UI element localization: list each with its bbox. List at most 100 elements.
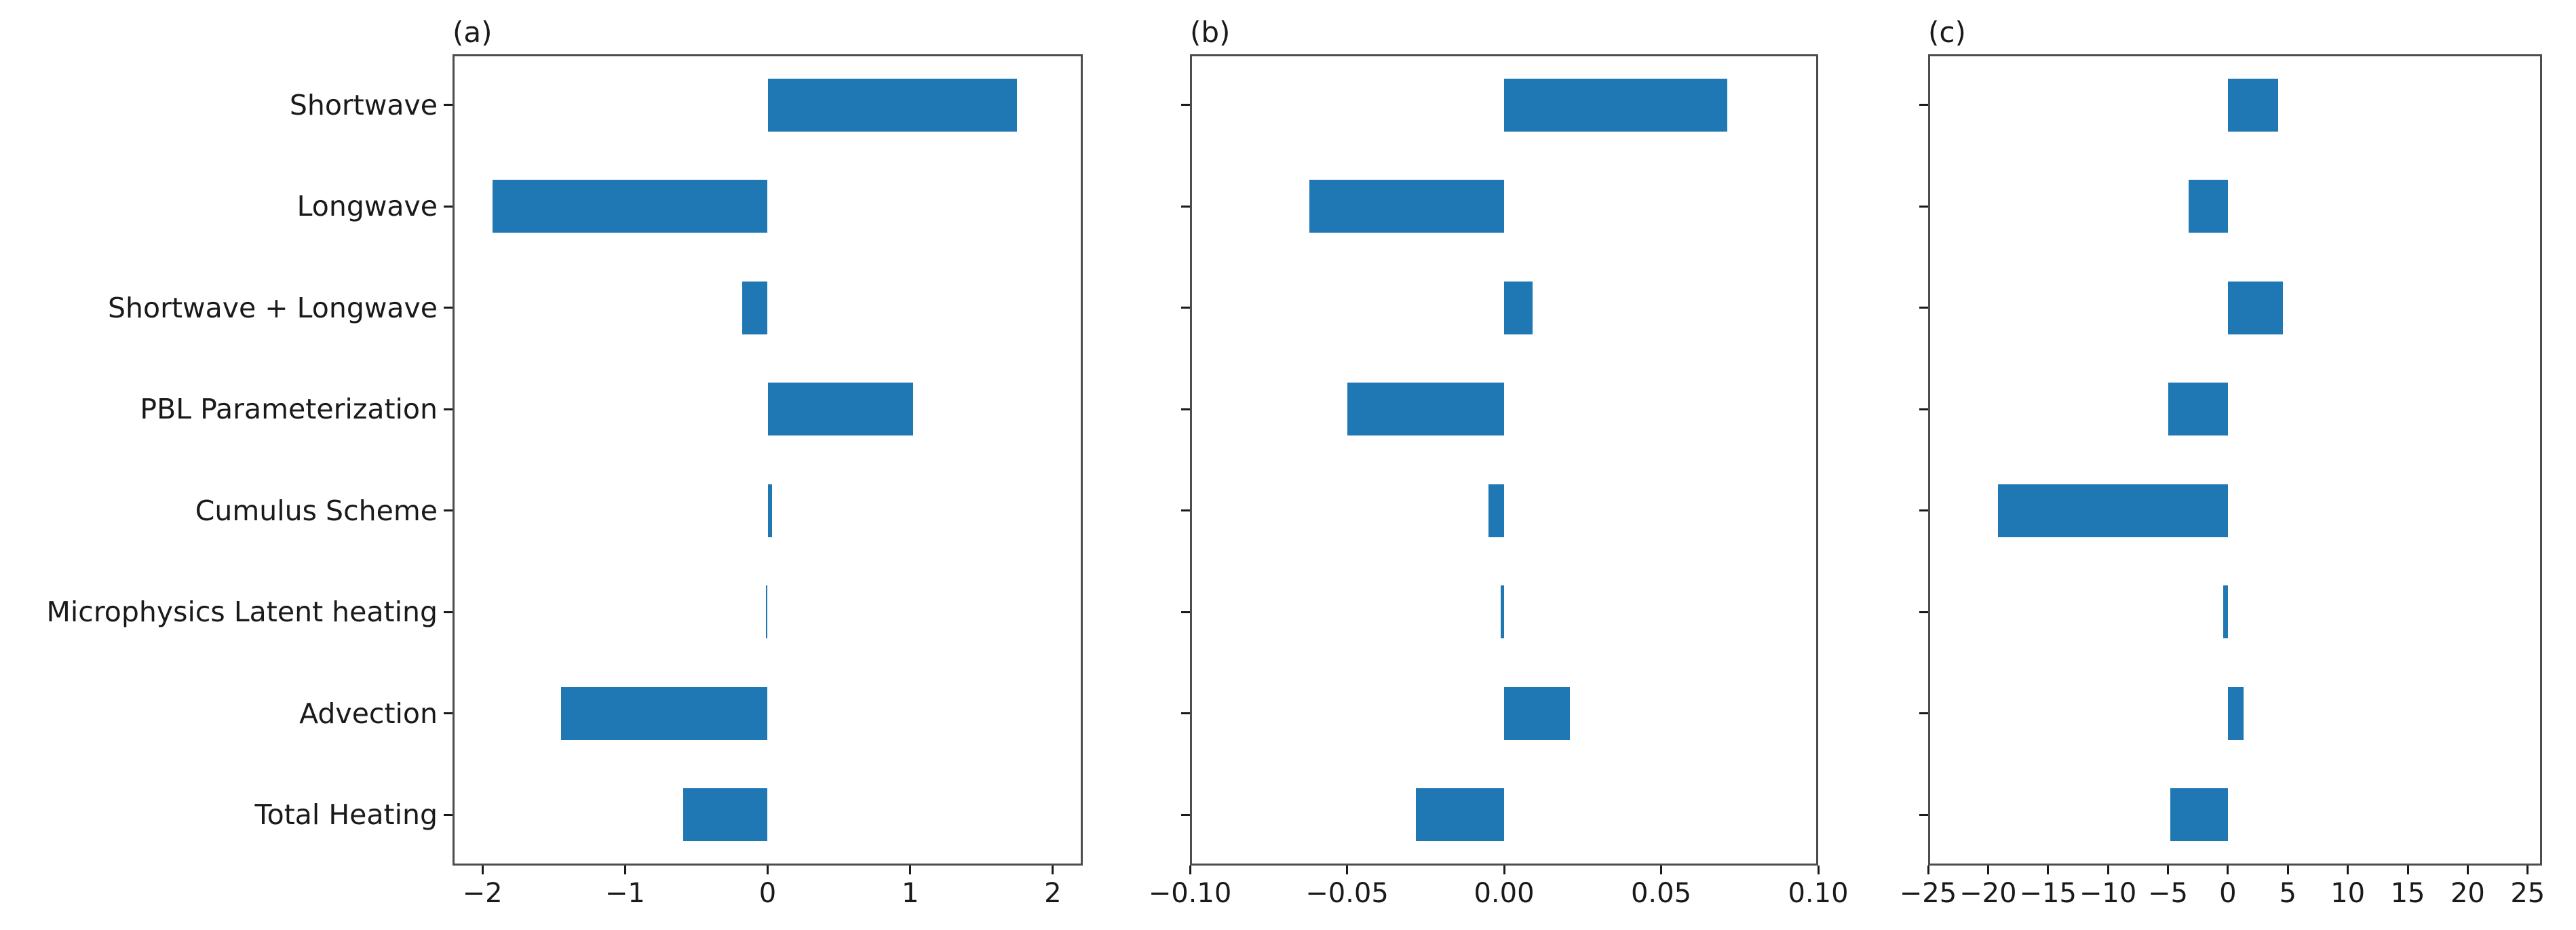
x-axis-tick (2466, 866, 2469, 874)
bar-advection (1504, 686, 1571, 740)
x-axis-tick-label: −15 (2019, 878, 2077, 909)
y-axis-tick (444, 509, 453, 512)
x-axis-tick-label: −20 (1959, 878, 2017, 909)
x-axis-tick-label: −25 (1899, 878, 1957, 909)
x-axis-tick (2227, 866, 2229, 874)
bar-microphysics-latent-heating (2223, 585, 2228, 639)
y-axis-tick (1919, 205, 1928, 208)
y-axis-tick (1919, 307, 1928, 309)
x-axis-tick-label: −2 (462, 878, 503, 909)
bar-shortwave (767, 78, 1018, 132)
panel-a-frame (453, 54, 1083, 866)
y-axis-tick (1919, 712, 1928, 715)
x-axis-tick (1189, 866, 1191, 874)
x-axis-tick-label: 0 (2219, 878, 2237, 909)
bar-cumulus-scheme (1488, 484, 1504, 537)
x-axis-tick-label: 15 (2390, 878, 2425, 909)
x-axis-tick-label: 1 (901, 878, 919, 909)
bar-total-heating (683, 788, 768, 842)
x-axis-tick (909, 866, 912, 874)
bar-longwave (1309, 180, 1504, 233)
category-label: Shortwave + Longwave (108, 291, 438, 324)
category-label: PBL Parameterization (140, 393, 438, 426)
bar-shortwave-longwave (2227, 281, 2284, 334)
category-label: Cumulus Scheme (195, 494, 438, 527)
bar-longwave (2188, 180, 2228, 233)
y-axis-tick (444, 611, 453, 613)
y-axis-tick (1181, 205, 1190, 208)
x-axis-tick-label: 0.05 (1630, 878, 1692, 909)
x-axis-tick (623, 866, 626, 874)
y-axis-tick (1181, 712, 1190, 715)
x-axis-tick (2347, 866, 2349, 874)
x-axis-tick-label: 0.10 (1788, 878, 1849, 909)
bar-total-heating (1416, 788, 1504, 842)
y-axis-tick (444, 813, 453, 816)
panel-title: (b) (1190, 16, 1231, 49)
x-axis-tick (481, 866, 484, 874)
bar-pbl-parameterization (767, 383, 913, 436)
y-axis-tick (444, 408, 453, 410)
bar-longwave (492, 180, 768, 233)
panel-b-frame (1190, 54, 1818, 866)
x-axis-tick-label: −0.05 (1305, 878, 1389, 909)
x-axis-tick-label: −10 (2079, 878, 2137, 909)
bar-advection (2227, 686, 2244, 740)
x-axis-tick (1986, 866, 1989, 874)
y-axis-tick (444, 712, 453, 715)
x-axis-tick-label: 25 (2510, 878, 2545, 909)
bar-shortwave-longwave (742, 281, 768, 334)
y-axis-tick (1181, 611, 1190, 613)
x-axis-tick (1052, 866, 1054, 874)
x-axis-tick-label: −5 (2148, 878, 2188, 909)
x-axis-tick (1817, 866, 1820, 874)
y-axis-tick (1181, 408, 1190, 410)
x-axis-tick (1346, 866, 1348, 874)
bar-microphysics-latent-heating (1501, 585, 1504, 639)
x-axis-tick-label: 0.00 (1474, 878, 1535, 909)
x-axis-tick (2047, 866, 2050, 874)
bar-pbl-parameterization (1347, 383, 1504, 436)
x-axis-tick-label: 2 (1044, 878, 1062, 909)
y-axis-tick (1919, 611, 1928, 613)
x-axis-tick (2286, 866, 2289, 874)
x-axis-tick (2107, 866, 2109, 874)
y-axis-tick (1919, 813, 1928, 816)
y-axis-tick (1919, 509, 1928, 512)
x-axis-tick-label: −0.10 (1148, 878, 1232, 909)
bar-pbl-parameterization (2168, 383, 2228, 436)
y-axis-tick (1181, 509, 1190, 512)
y-axis-tick (1181, 104, 1190, 106)
x-axis-tick-label: 5 (2279, 878, 2296, 909)
bar-shortwave-longwave (1504, 281, 1533, 334)
panel-c-frame (1928, 54, 2542, 866)
x-axis-tick (2167, 866, 2170, 874)
panel-title: (a) (453, 16, 493, 49)
category-label: Total Heating (254, 798, 438, 832)
category-label: Shortwave (289, 88, 438, 121)
x-axis-tick (1927, 866, 1929, 874)
y-axis-tick (444, 307, 453, 309)
y-axis-tick (444, 205, 453, 208)
x-axis-tick (767, 866, 769, 874)
bar-shortwave (1504, 78, 1727, 132)
bar-cumulus-scheme (1997, 484, 2228, 537)
category-label: Microphysics Latent heating (46, 596, 438, 629)
y-axis-tick (444, 104, 453, 106)
x-axis-tick-label: −1 (604, 878, 645, 909)
x-axis-tick-label: 20 (2450, 878, 2485, 909)
category-label: Advection (299, 697, 438, 730)
y-axis-tick (1919, 408, 1928, 410)
y-axis-tick (1181, 813, 1190, 816)
y-axis-tick (1181, 307, 1190, 309)
bar-microphysics-latent-heating (766, 585, 768, 639)
y-axis-tick (1919, 104, 1928, 106)
x-axis-tick-label: 10 (2330, 878, 2366, 909)
bar-total-heating (2170, 788, 2228, 842)
x-axis-tick-label: 0 (758, 878, 777, 909)
x-axis-tick (1660, 866, 1662, 874)
category-label: Longwave (296, 190, 438, 223)
x-axis-tick (1503, 866, 1505, 874)
bar-cumulus-scheme (767, 484, 772, 537)
